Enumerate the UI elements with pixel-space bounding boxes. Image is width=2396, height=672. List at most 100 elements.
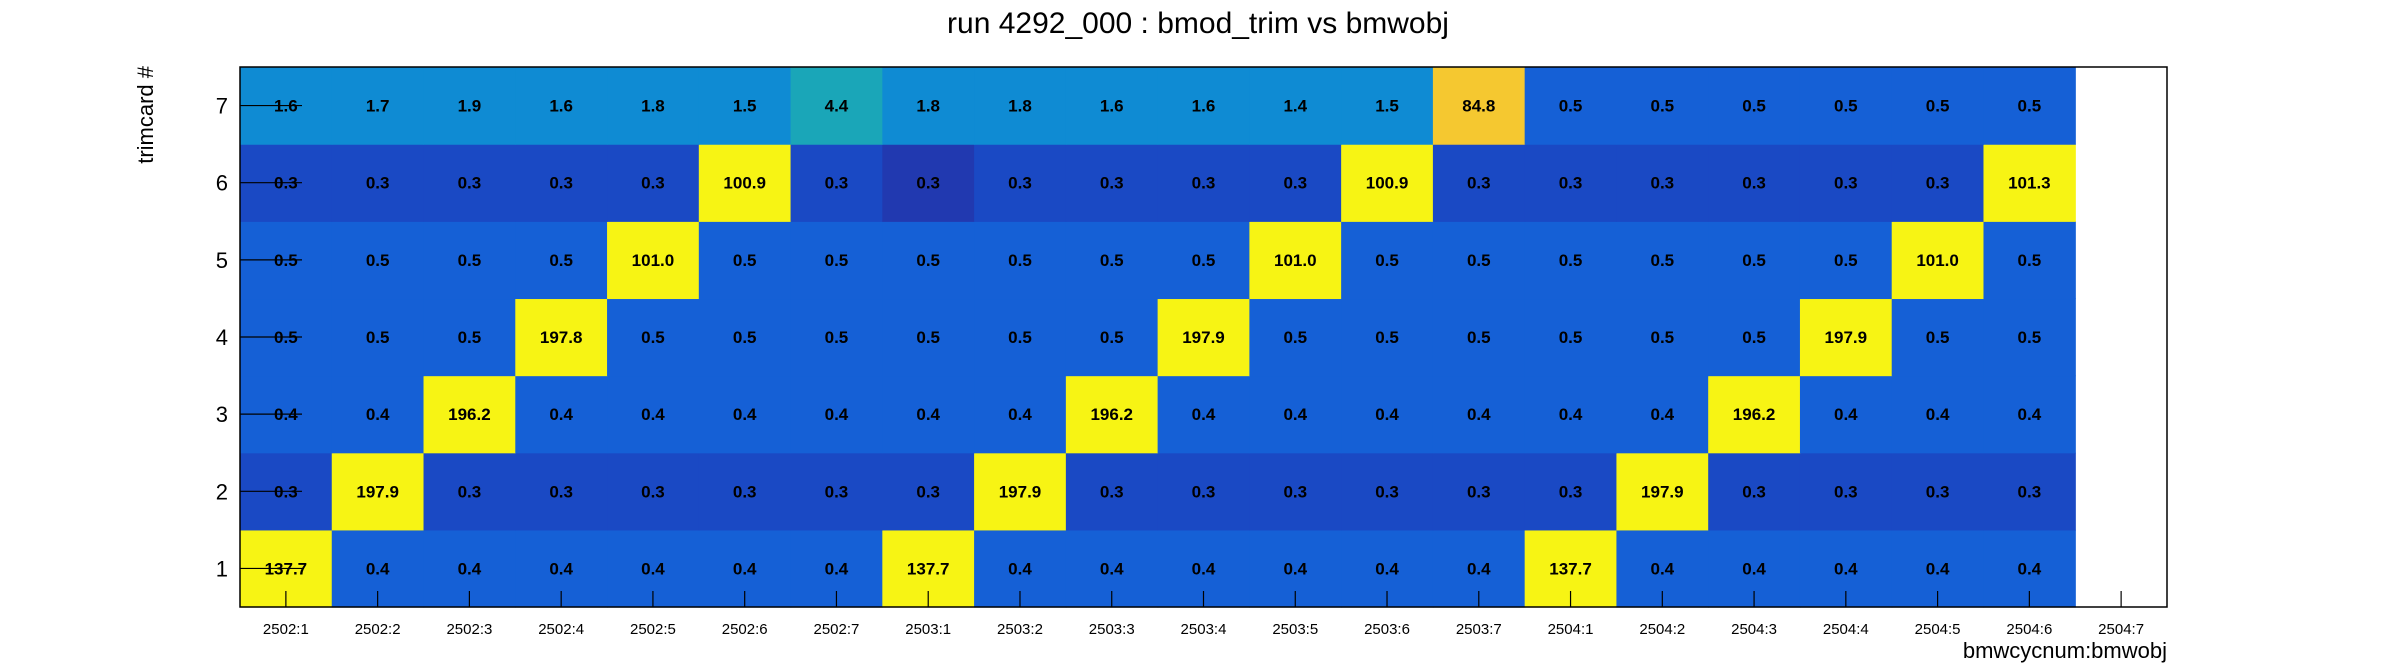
heatmap-cell-label: 0.4 [1100, 559, 1124, 578]
heatmap-cell-label: 0.4 [1283, 405, 1307, 424]
heatmap-cell [423, 452, 516, 531]
heatmap-cell [974, 298, 1067, 377]
heatmap-cell-label: 1.4 [1283, 97, 1307, 116]
heatmap-cell [1616, 452, 1709, 531]
heatmap-cell-label: 0.3 [733, 482, 757, 501]
heatmap-cell [1432, 144, 1526, 222]
heatmap-cell-label: 0.3 [1192, 482, 1216, 501]
heatmap-cell [1983, 144, 2076, 222]
heatmap-cell [698, 375, 792, 454]
heatmap-cell [974, 221, 1067, 300]
heatmap-cell-label: 0.5 [458, 251, 482, 270]
heatmap-cell-label: 0.3 [1926, 174, 1950, 193]
heatmap-cell-label: 197.9 [1641, 482, 1684, 501]
heatmap-cell-label: 0.3 [1742, 174, 1766, 193]
heatmap-cell [1983, 298, 2076, 377]
x-axis-tick-label: 2502:6 [722, 621, 768, 638]
heatmap-cell [1799, 144, 1893, 222]
heatmap-cell-label: 0.3 [1283, 482, 1307, 501]
heatmap-cell-label: 0.5 [1559, 328, 1583, 347]
x-axis-tick-label: 2502:1 [263, 621, 309, 638]
heatmap-cell-label: 0.5 [1650, 251, 1674, 270]
heatmap-cell-label: 0.5 [733, 328, 757, 347]
heatmap-cell [331, 221, 425, 300]
chart-title: run 4292_000 : bmod_trim vs bmwobj [947, 7, 1449, 40]
heatmap-cell-label: 137.7 [907, 559, 950, 578]
x-axis-tick-label: 2504:2 [1639, 621, 1685, 638]
heatmap-cell [1157, 144, 1250, 222]
heatmap-cell-label: 0.5 [366, 328, 390, 347]
heatmap-cell-label: 0.4 [1650, 405, 1674, 424]
heatmap-cell-label: 0.3 [366, 174, 390, 193]
heatmap-cell [331, 144, 425, 222]
heatmap-cell-label: 0.5 [458, 328, 482, 347]
heatmap-cell-label: 0.4 [549, 559, 573, 578]
heatmap-cell [1616, 375, 1709, 454]
x-axis-tick-label: 2504:6 [2006, 621, 2052, 638]
heatmap-cell [1249, 144, 1342, 222]
heatmap-cell [1799, 298, 1893, 377]
heatmap-cell-label: 0.5 [1650, 328, 1674, 347]
heatmap-cell [974, 144, 1067, 222]
heatmap-cell [882, 375, 975, 454]
heatmap-cell-label: 0.5 [1742, 328, 1766, 347]
heatmap-cell-label: 0.4 [1283, 559, 1307, 578]
heatmap-cell [1983, 221, 2076, 300]
heatmap-cell-label: 0.4 [1834, 405, 1858, 424]
heatmap-cell [1157, 298, 1250, 377]
heatmap-cell-label: 0.5 [1467, 251, 1491, 270]
heatmap-cell-label: 0.3 [1742, 482, 1766, 501]
heatmap-cell-label: 0.4 [1834, 559, 1858, 578]
heatmap-cell-label: 0.5 [825, 328, 849, 347]
heatmap-cell-label: 1.8 [641, 97, 665, 116]
heatmap-cell [1524, 375, 1618, 454]
heatmap-cell [1983, 67, 2076, 145]
heatmap-cell [1799, 221, 1893, 300]
heatmap-cell [1249, 221, 1342, 300]
heatmap-cell-label: 0.5 [1650, 97, 1674, 116]
heatmap-cell [331, 67, 425, 145]
heatmap-cell [1708, 144, 1801, 222]
heatmap-cell-label: 0.5 [1283, 328, 1307, 347]
heatmap-cell-label: 0.3 [1192, 174, 1216, 193]
heatmap-cell-label: 0.4 [549, 405, 573, 424]
heatmap-cell [790, 221, 883, 300]
heatmap-cell [1249, 298, 1342, 377]
heatmap-cell [1799, 452, 1893, 531]
heatmap-cell-label: 0.4 [1926, 559, 1950, 578]
x-axis-tick-label: 2504:7 [2098, 621, 2144, 638]
heatmap-cell [1341, 221, 1434, 300]
heatmap-cell-label: 0.4 [1559, 405, 1583, 424]
heatmap-cell-label: 0.3 [549, 482, 573, 501]
x-axis-tick-label: 2502:2 [355, 621, 401, 638]
heatmap-cell-label: 0.3 [1834, 174, 1858, 193]
heatmap-cell [882, 298, 975, 377]
x-axis-tick-label: 2504:1 [1548, 621, 1594, 638]
heatmap-cell-label: 0.4 [1467, 559, 1491, 578]
heatmap-cell-label: 101.0 [1916, 251, 1959, 270]
heatmap-cell-label: 0.4 [366, 559, 390, 578]
heatmap-cell-label: 0.4 [1375, 405, 1399, 424]
heatmap-cell-label: 197.9 [356, 482, 399, 501]
heatmap-cell-label: 0.5 [825, 251, 849, 270]
heatmap-cell [423, 221, 516, 300]
heatmap-cell-label: 0.5 [1559, 251, 1583, 270]
heatmap-cell-label: 197.9 [1825, 328, 1868, 347]
heatmap-cell [515, 144, 608, 222]
heatmap-cell-label: 0.4 [1375, 559, 1399, 578]
heatmap-cell [1341, 144, 1434, 222]
heatmap-cell-label: 196.2 [448, 405, 491, 424]
heatmap-cell-label: 0.4 [1192, 559, 1216, 578]
heatmap-cell-label: 0.5 [1008, 328, 1032, 347]
heatmap-cell [1891, 67, 1985, 145]
heatmap-cell-label: 0.3 [641, 174, 665, 193]
heatmap-cell [515, 452, 608, 531]
heatmap-cell-label: 0.5 [1926, 97, 1950, 116]
heatmap-cell-label: 0.5 [549, 251, 573, 270]
x-axis-tick-label: 2503:3 [1089, 621, 1135, 638]
heatmap-cells [240, 67, 2076, 608]
heatmap-cell [1065, 375, 1159, 454]
heatmap-cell [1891, 144, 1985, 222]
heatmap-cell-label: 1.6 [549, 97, 573, 116]
heatmap-cell [1524, 452, 1618, 531]
